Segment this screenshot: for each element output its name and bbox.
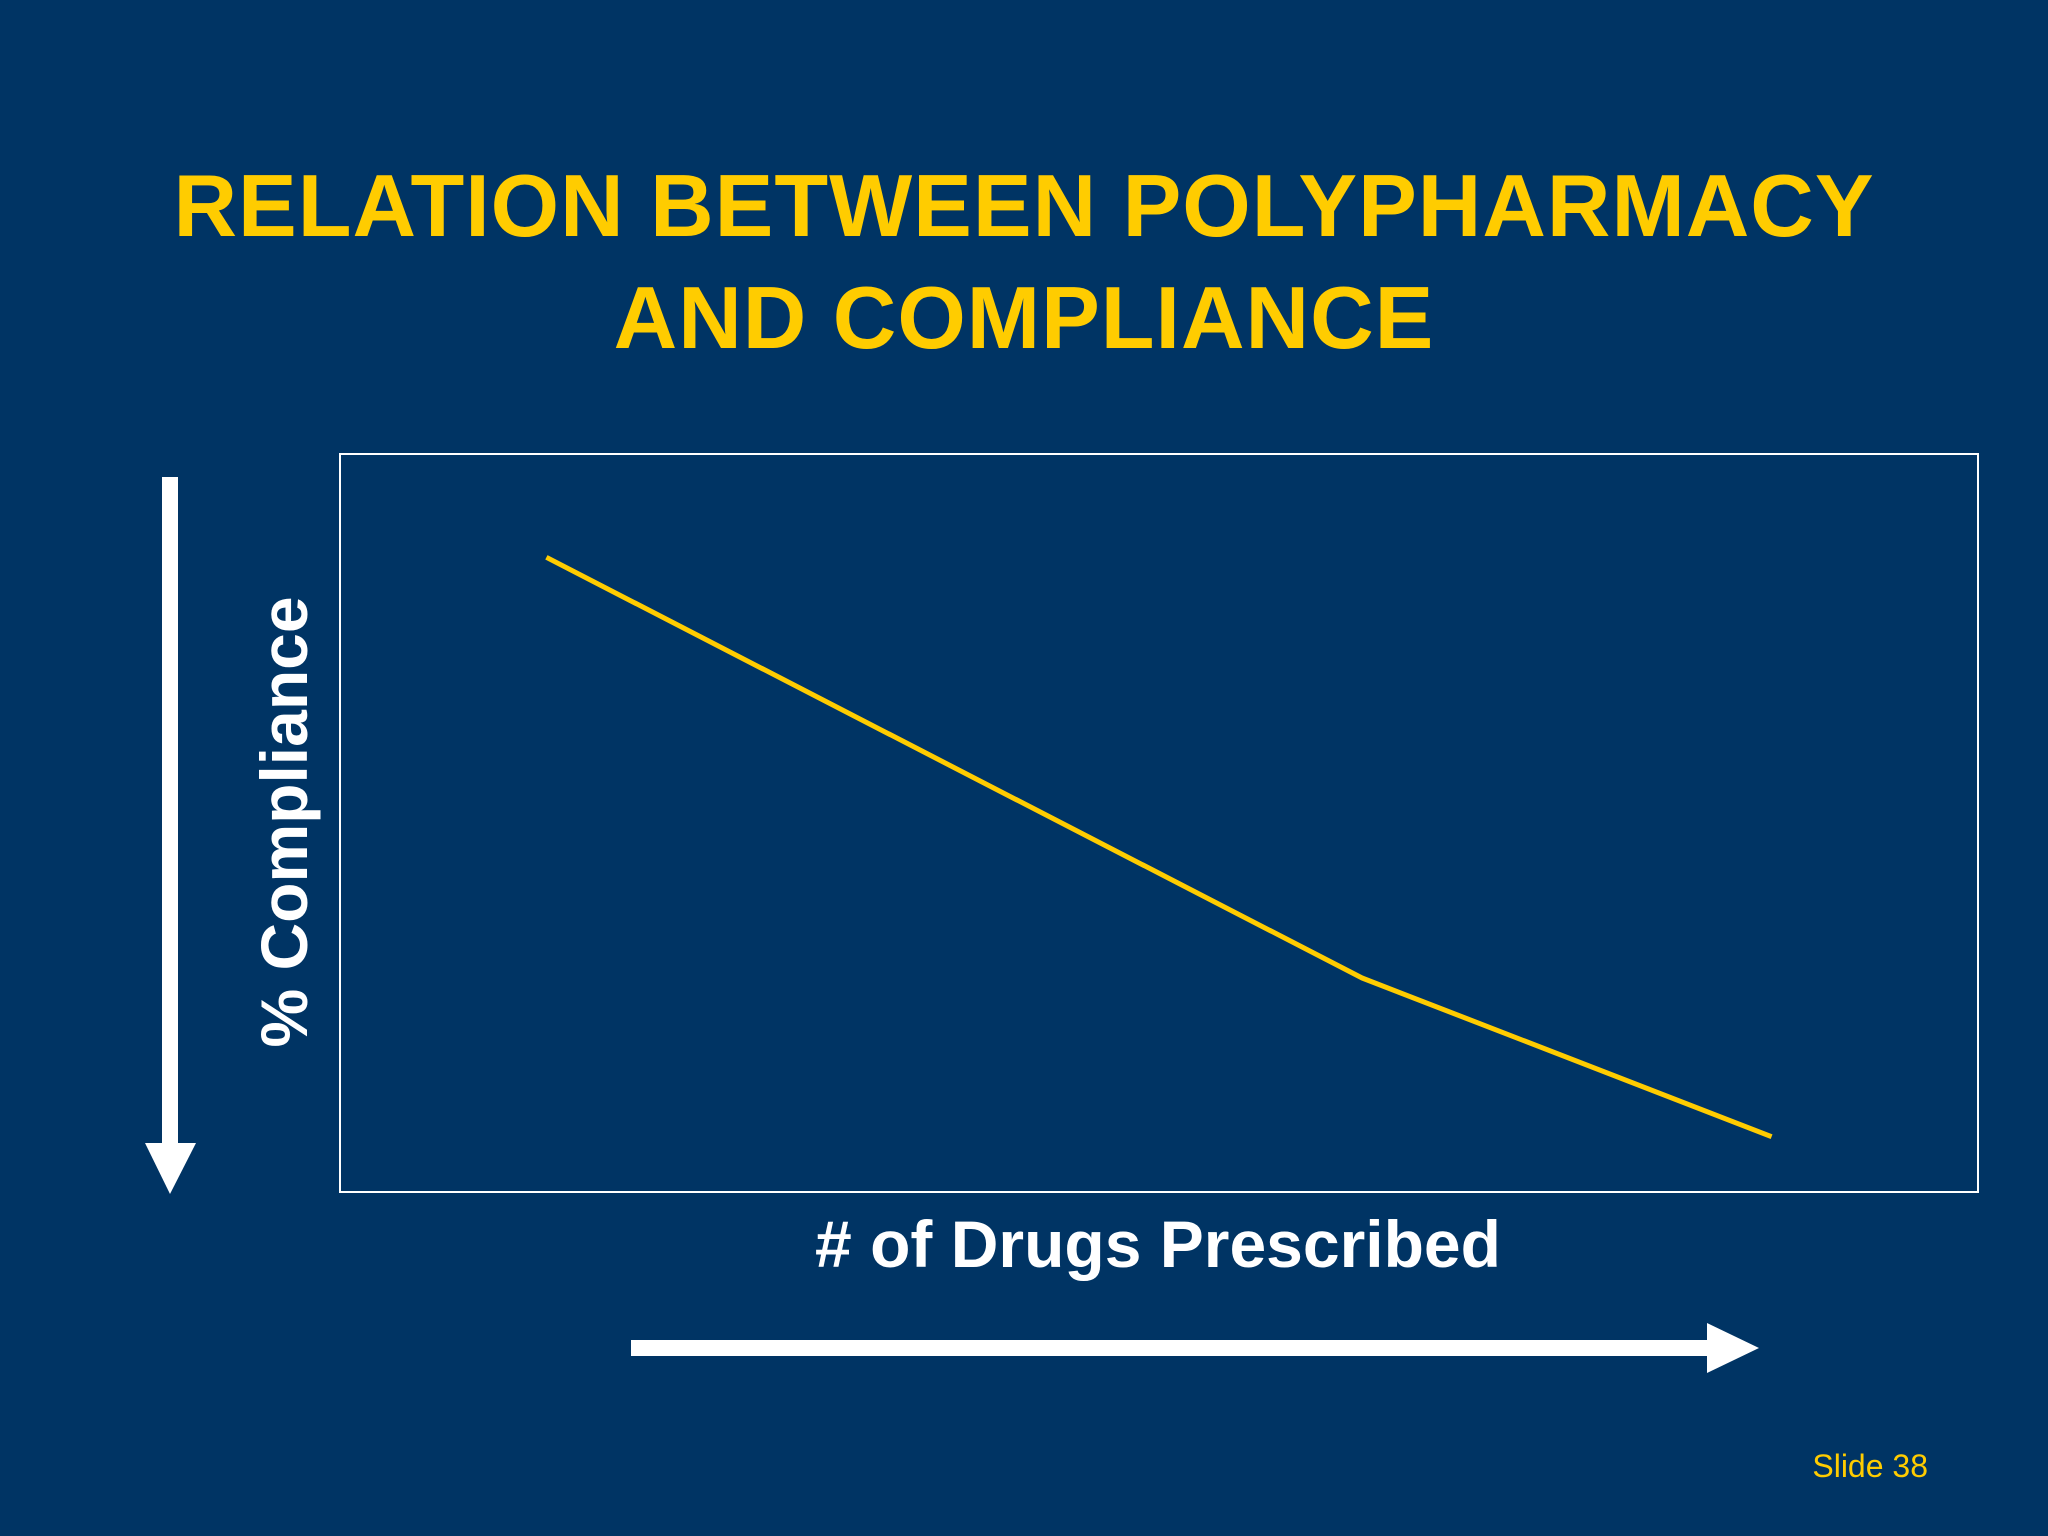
series-line-1 xyxy=(545,555,1773,1140)
slide-title-line-1: RELATION BETWEEN POLYPHARMACY xyxy=(173,156,1875,255)
x-arrow-head xyxy=(1707,1323,1759,1373)
y-arrow-shaft xyxy=(162,477,178,1147)
y-arrow-head xyxy=(145,1143,196,1194)
x-direction-arrow xyxy=(631,1323,1759,1373)
slide-title-line-2: AND COMPLIANCE xyxy=(613,268,1435,367)
series-layer xyxy=(545,555,1773,1140)
y-axis-label: % Compliance xyxy=(247,596,321,1048)
y-direction-arrow xyxy=(145,477,196,1194)
plot-frame xyxy=(339,453,1979,1193)
slide-title: RELATION BETWEEN POLYPHARMACY AND COMPLI… xyxy=(0,150,2048,374)
x-axis-label: # of Drugs Prescribed xyxy=(815,1207,1501,1281)
slide-number: Slide 38 xyxy=(1812,1448,1928,1484)
x-arrow-shaft xyxy=(631,1340,1711,1356)
